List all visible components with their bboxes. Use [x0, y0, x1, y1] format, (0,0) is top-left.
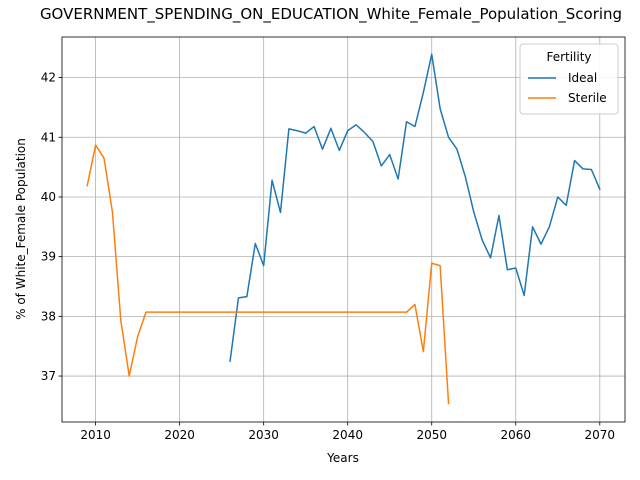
y-axis-label: % of White_Female Population — [14, 138, 28, 320]
y-tick-label: 42 — [41, 71, 56, 85]
series-line-ideal — [229, 53, 601, 362]
x-tick-label: 2060 — [500, 428, 531, 442]
x-axis-label: Years — [326, 451, 359, 465]
y-tick-label: 40 — [41, 190, 56, 204]
x-tick-label: 2010 — [80, 428, 111, 442]
series-line-sterile — [86, 144, 450, 405]
legend-title: Fertility — [546, 50, 591, 64]
x-tick-label: 2040 — [332, 428, 363, 442]
y-tick-label: 39 — [41, 250, 56, 264]
y-tick-label: 38 — [41, 309, 56, 323]
y-tick-label: 41 — [41, 130, 56, 144]
legend-box — [519, 43, 619, 115]
chart-title: GOVERNMENT_SPENDING_ON_EDUCATION_White_F… — [40, 5, 622, 24]
x-tick-label: 2020 — [164, 428, 195, 442]
x-tick-label: 2050 — [416, 428, 447, 442]
plot-frame — [61, 36, 626, 423]
legend: Fertility Ideal Sterile — [519, 43, 619, 115]
series-lines — [86, 53, 601, 405]
y-tick-label: 37 — [41, 369, 56, 383]
axis-ticks: 2010 2020 2030 2040 2050 2060 2070 37 38 39 40 41 42 — [41, 71, 615, 442]
legend-label-sterile: Sterile — [568, 91, 607, 105]
x-tick-label: 2030 — [248, 428, 279, 442]
x-tick-label: 2070 — [585, 428, 616, 442]
legend-label-ideal: Ideal — [568, 71, 597, 85]
